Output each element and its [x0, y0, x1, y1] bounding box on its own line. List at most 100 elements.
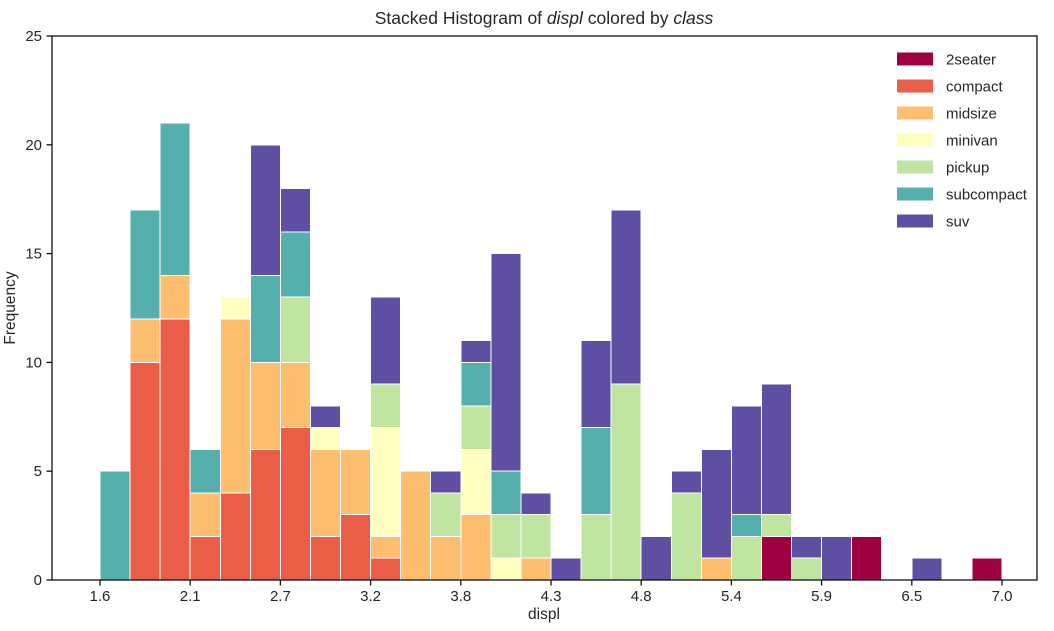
bar-segment-minivan: [219, 296, 251, 320]
bar-segment-suv: [760, 383, 793, 516]
x-tick-label: 4.3: [541, 588, 562, 605]
legend-swatch-compact: [897, 79, 933, 93]
legend-swatch-subcompact: [897, 187, 933, 201]
bar-segment-pickup: [370, 383, 402, 429]
bar-segment-suv: [550, 557, 582, 581]
legend-label-compact: compact: [946, 79, 1004, 96]
bar-segment-compact: [129, 361, 161, 581]
bar-segment-subcompact: [279, 231, 311, 298]
legend-label-suv: suv: [946, 214, 970, 231]
bar-segment-minivan: [370, 427, 402, 537]
x-tick-label: 5.9: [811, 588, 832, 605]
bar-segment-minivan: [309, 427, 342, 450]
x-tick-label: 4.8: [631, 588, 652, 605]
bar-segment-suv: [279, 187, 311, 233]
legend-swatch-2seater: [897, 52, 933, 66]
bar-segment-suv: [309, 405, 342, 429]
bar-segment-subcompact: [249, 274, 281, 363]
bar-segment-subcompact: [730, 514, 762, 537]
bar-segment-subcompact: [129, 209, 161, 320]
x-tick-label: 2.7: [270, 588, 291, 605]
y-tick-label: 20: [25, 137, 42, 154]
bar-segment-suv: [520, 492, 552, 516]
bar-segment-minivan: [490, 557, 522, 581]
bar-segment-suv: [580, 340, 612, 429]
legend: 2seater compact midsize minivan pickup subcom…: [897, 52, 1028, 231]
bar-segment-compact: [279, 427, 311, 581]
bar-segment-midsize: [340, 448, 372, 516]
bar-segment-compact: [219, 492, 251, 581]
bar-segment-suv: [670, 470, 702, 494]
plot-frame: [51, 35, 1038, 581]
bar-segment-suv: [249, 144, 281, 276]
x-tick-label: 7.0: [992, 588, 1013, 605]
bar-segment-suv: [821, 535, 853, 581]
bar-segment-midsize: [159, 274, 191, 320]
bar-segment-compact: [370, 557, 402, 581]
bar-segment-subcompact: [490, 470, 522, 516]
legend-label-minivan: minivan: [946, 133, 998, 150]
bar-segment-pickup: [520, 514, 552, 559]
y-tick-label: 5: [34, 463, 42, 480]
bar-segment-midsize: [520, 557, 552, 581]
bar-segment-pickup: [670, 492, 702, 581]
bar-segment-pickup: [791, 557, 823, 581]
bar-segment-midsize: [700, 557, 732, 581]
bar-segment-2seater: [760, 535, 793, 581]
bar-segment-pickup: [730, 535, 762, 581]
bar-segment-minivan: [460, 448, 492, 516]
legend-swatch-pickup: [897, 160, 933, 174]
bar-segment-2seater: [851, 535, 883, 581]
x-tick-label: 3.2: [360, 588, 381, 605]
x-tick-label: 5.4: [721, 588, 742, 605]
x-tick-label: 2.1: [180, 588, 201, 605]
bar-segment-midsize: [460, 514, 492, 581]
bar-segment-compact: [189, 535, 221, 581]
x-tick-label: 6.5: [901, 588, 922, 605]
legend-swatch-midsize: [897, 106, 933, 120]
x-tick-label: 1.6: [90, 588, 111, 605]
bar-segment-midsize: [309, 448, 342, 537]
bar-segment-midsize: [219, 318, 251, 494]
bar-segment-compact: [340, 514, 372, 581]
chart-title: Stacked Histogram of displ colored by cl…: [375, 8, 714, 28]
bar-segment-suv: [430, 470, 462, 494]
bar-segment-pickup: [490, 514, 522, 559]
bar-segment-subcompact: [189, 448, 221, 494]
y-tick-label: 0: [34, 572, 42, 589]
x-tick-label: 3.8: [450, 588, 471, 605]
bar-segment-suv: [460, 340, 492, 363]
bar-segment-pickup: [580, 514, 612, 581]
bar-segment-suv: [370, 296, 402, 385]
bar-segment-midsize: [249, 361, 281, 450]
bar-segment-compact: [309, 535, 342, 581]
bar-segment-suv: [640, 535, 672, 581]
y-tick-label: 25: [25, 28, 42, 45]
bar-segment-compact: [249, 448, 281, 581]
bar-segment-suv: [700, 448, 732, 559]
bar-segment-midsize: [430, 535, 462, 581]
bar-segment-subcompact: [580, 427, 612, 516]
bar-segment-midsize: [189, 492, 221, 537]
bar-segment-2seater: [971, 557, 1003, 581]
bar-segment-suv: [490, 253, 522, 472]
y-axis: 0 5 10 15 20 25: [25, 28, 52, 589]
legend-swatch-suv: [897, 214, 933, 228]
y-axis-label: Frequency: [2, 271, 19, 344]
bar-segment-subcompact: [460, 361, 492, 407]
bar-segment-pickup: [760, 514, 793, 537]
y-tick-label: 10: [25, 354, 42, 371]
bar-segment-suv: [730, 405, 762, 516]
bar-segment-midsize: [370, 535, 402, 559]
bar-segment-midsize: [400, 470, 432, 581]
bar-segment-pickup: [279, 296, 311, 363]
x-axis: 1.6 2.1 2.7 3.2 3.8 4.3 4.8 5.4 5.9 6.5 7.0: [90, 580, 1013, 605]
legend-label-subcompact: subcompact: [946, 187, 1028, 204]
bar-segment-suv: [911, 557, 943, 581]
y-tick-label: 15: [25, 246, 42, 263]
bar-segment-pickup: [430, 492, 462, 537]
legend-swatch-minivan: [897, 133, 933, 147]
legend-label-pickup: pickup: [946, 160, 989, 177]
